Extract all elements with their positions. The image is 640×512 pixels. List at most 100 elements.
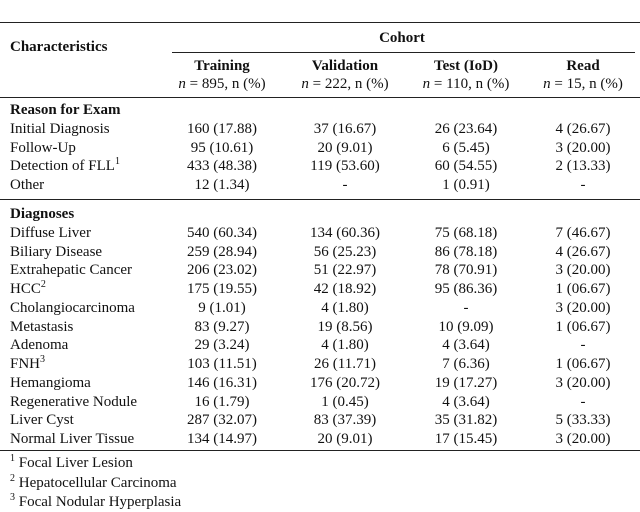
cell: 4 (1.80) xyxy=(321,299,369,316)
top-rule xyxy=(0,22,640,23)
cell: 95 (10.61) xyxy=(190,139,254,156)
cell: 29 (3.24) xyxy=(194,337,250,354)
column-name: Training xyxy=(194,58,250,74)
n-symbol: n xyxy=(301,76,309,92)
cell: 16 (1.79) xyxy=(194,393,250,410)
row-label: Detection of FLL1 xyxy=(10,157,120,175)
label-text: Liver Cyst xyxy=(10,412,74,429)
cell: 35 (31.82) xyxy=(434,412,498,429)
cell: 1 (06.67) xyxy=(555,318,611,335)
cell: 83 (9.27) xyxy=(194,318,250,335)
cell: 42 (18.92) xyxy=(313,281,377,297)
label-text: Regenerative Nodule xyxy=(10,393,138,410)
cell: 3 (20.00) xyxy=(555,139,611,156)
cell: 37 (16.67) xyxy=(313,120,377,137)
cell: 19 (8.56) xyxy=(317,318,373,335)
n-symbol: n xyxy=(422,76,431,92)
cell: 6 (5.45) xyxy=(442,139,490,156)
cell: 7 (46.67) xyxy=(555,224,611,241)
label-text: FNH xyxy=(10,356,41,372)
cell: - xyxy=(342,177,348,193)
footnote: 1 Focal Liver Lesion xyxy=(10,454,133,472)
row-label: Follow-Up xyxy=(10,139,76,157)
label-text: Follow-Up xyxy=(10,139,76,156)
row-label: HCC2 xyxy=(10,280,46,298)
cell: 17 (15.45) xyxy=(434,431,498,447)
footnote-text: Hepatocellular Carcinoma xyxy=(18,474,177,491)
section-rule xyxy=(0,199,640,200)
footnote-text: Focal Nodular Hyperplasia xyxy=(18,494,182,510)
cell: 259 (28.94) xyxy=(187,243,257,260)
cell: 176 (20.72) xyxy=(310,374,380,391)
cell: 56 (25.23) xyxy=(313,243,377,260)
cell: 19 (17.27) xyxy=(434,374,498,391)
cell: 12 (1.34) xyxy=(194,177,250,193)
label-text: Initial Diagnosis xyxy=(10,120,110,137)
column-name: Test (IoD) xyxy=(433,58,499,74)
cell: 5 (33.33) xyxy=(555,412,611,429)
cell: 26 (23.64) xyxy=(434,120,498,137)
cell: 26 (11.71) xyxy=(314,356,376,372)
count-text: = 895, n (%) xyxy=(189,76,266,92)
cell: 1 (06.67) xyxy=(555,356,611,372)
cell: - xyxy=(580,393,586,410)
row-label: Biliary Disease xyxy=(10,243,102,261)
cell: 175 (19.55) xyxy=(187,281,257,297)
footnote-mark: 2 xyxy=(10,472,15,484)
label-text: Normal Liver Tissue xyxy=(10,431,135,447)
footnote: 2 Hepatocellular Carcinoma xyxy=(10,472,177,492)
cell: 1 (0.45) xyxy=(321,393,369,410)
cell: 4 (26.67) xyxy=(555,120,611,137)
cell: 540 (60.34) xyxy=(187,224,257,241)
cell: 3 (20.00) xyxy=(555,431,611,447)
column-name: Validation xyxy=(311,58,379,74)
cell: 83 (37.39) xyxy=(313,412,377,429)
footnote-mark: 1 xyxy=(10,453,15,464)
cell: - xyxy=(580,337,586,354)
column-count: n = 222, n (%) xyxy=(301,75,388,93)
row-label: Normal Liver Tissue xyxy=(10,430,134,448)
section-title: Diagnoses xyxy=(10,206,75,222)
cell: 60 (54.55) xyxy=(434,158,498,175)
n-symbol: n xyxy=(543,76,551,92)
cell: 7 (6.36) xyxy=(442,356,490,372)
label-text: Metastasis xyxy=(10,318,74,335)
cell: 4 (26.67) xyxy=(555,243,611,260)
label-text: Hemangioma xyxy=(10,374,91,391)
cell: 1 (0.91) xyxy=(442,177,490,193)
row-label: FNH3 xyxy=(10,355,45,373)
label-text: Detection of FLL xyxy=(10,158,115,175)
cell: 4 (1.80) xyxy=(321,337,369,354)
footnote-mark: 1 xyxy=(114,156,120,168)
cell: - xyxy=(463,299,469,316)
count-text: = 15, n (%) xyxy=(554,76,623,92)
cell: 119 (53.60) xyxy=(310,158,380,175)
footnote-mark: 2 xyxy=(40,279,46,290)
label-text: Cholangiocarcinoma xyxy=(10,299,135,316)
cell: 206 (23.02) xyxy=(187,262,257,279)
cell: 10 (9.09) xyxy=(438,318,494,335)
label-text: Biliary Disease xyxy=(10,243,103,260)
row-label: Metastasis xyxy=(10,318,73,336)
cell: 4 (3.64) xyxy=(442,337,490,354)
group-rule xyxy=(172,52,635,53)
cell: 51 (22.97) xyxy=(313,262,377,279)
label-text: HCC xyxy=(10,281,41,297)
cell: 3 (20.00) xyxy=(555,299,611,316)
cell: 146 (16.31) xyxy=(187,374,257,391)
cell: 4 (3.64) xyxy=(442,393,490,410)
cell: 75 (68.18) xyxy=(434,224,498,241)
cell: 134 (14.97) xyxy=(187,431,257,447)
column-count: n = 110, n (%) xyxy=(423,75,510,93)
cell: 86 (78.18) xyxy=(434,243,498,260)
label-text: Diffuse Liver xyxy=(10,224,91,241)
cell: 3 (20.00) xyxy=(555,374,611,391)
row-label: Initial Diagnosis xyxy=(10,120,110,138)
row-label: Regenerative Nodule xyxy=(10,393,137,411)
first-header: Characteristics xyxy=(10,39,108,55)
count-text: = 110, n (%) xyxy=(433,76,510,92)
column-count: n = 15, n (%) xyxy=(543,75,623,93)
footnote-text: Focal Liver Lesion xyxy=(18,455,133,471)
n-symbol: n xyxy=(178,76,186,92)
footnote: 3 Focal Nodular Hyperplasia xyxy=(10,493,181,511)
